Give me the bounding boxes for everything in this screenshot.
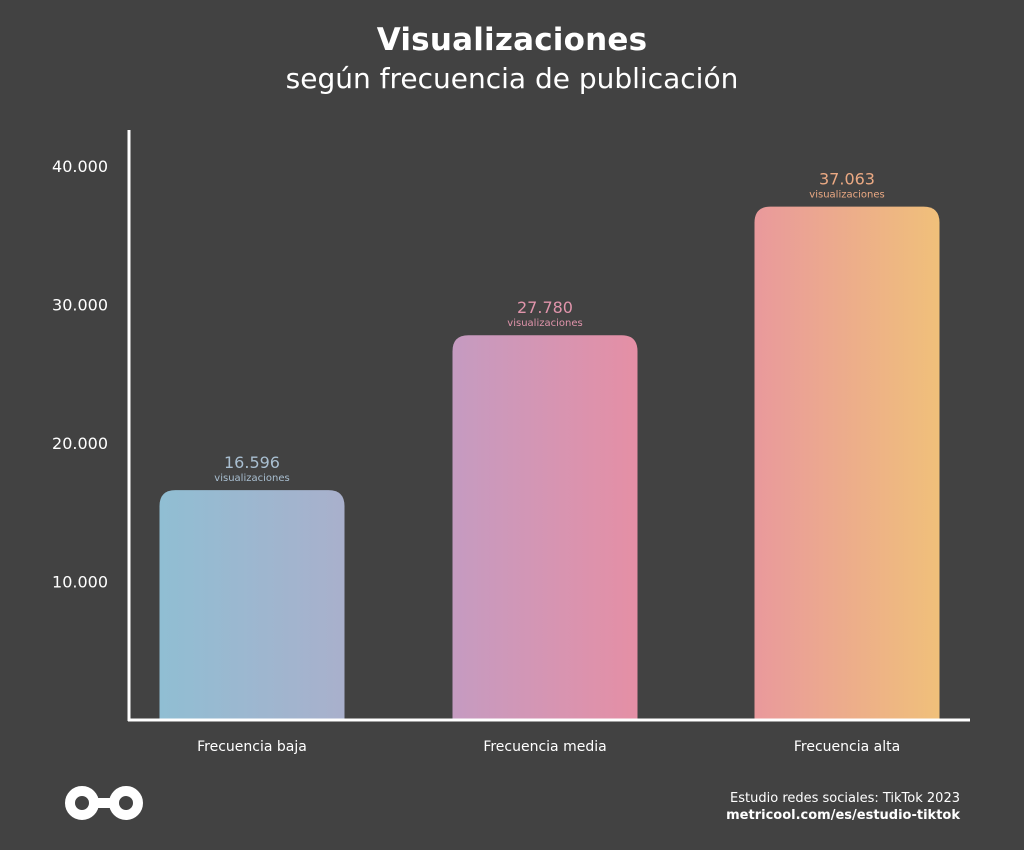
bar-value-label: 37.063	[819, 170, 875, 189]
y-tick-label: 40.000	[52, 157, 108, 176]
bar-1	[159, 490, 345, 720]
bar-unit-label: visualizaciones	[214, 473, 289, 484]
y-tick-label: 20.000	[52, 434, 108, 453]
footer-source: Estudio redes sociales: TikTok 2023	[730, 791, 960, 806]
x-tick-label: Frecuencia baja	[197, 739, 307, 755]
bar-unit-label: visualizaciones	[809, 190, 884, 201]
metricool-logo	[65, 786, 143, 820]
y-tick-label: 30.000	[52, 296, 108, 315]
x-tick-label: Frecuencia alta	[794, 739, 900, 755]
footer-url: metricool.com/es/estudio-tiktok	[726, 808, 960, 823]
bar-unit-label: visualizaciones	[507, 318, 582, 329]
x-tick-label: Frecuencia media	[483, 739, 606, 755]
bar-value-label: 27.780	[517, 298, 573, 317]
bar-value-label: 16.596	[224, 453, 280, 472]
bar-3	[754, 206, 940, 721]
y-tick-label: 10.000	[52, 573, 108, 592]
footer: Estudio redes sociales: TikTok 2023 metr…	[726, 790, 960, 824]
bar-2	[452, 335, 638, 720]
chart-title: Visualizaciones	[376, 22, 648, 58]
chart-subtitle: según frecuencia de publicación	[285, 62, 739, 95]
